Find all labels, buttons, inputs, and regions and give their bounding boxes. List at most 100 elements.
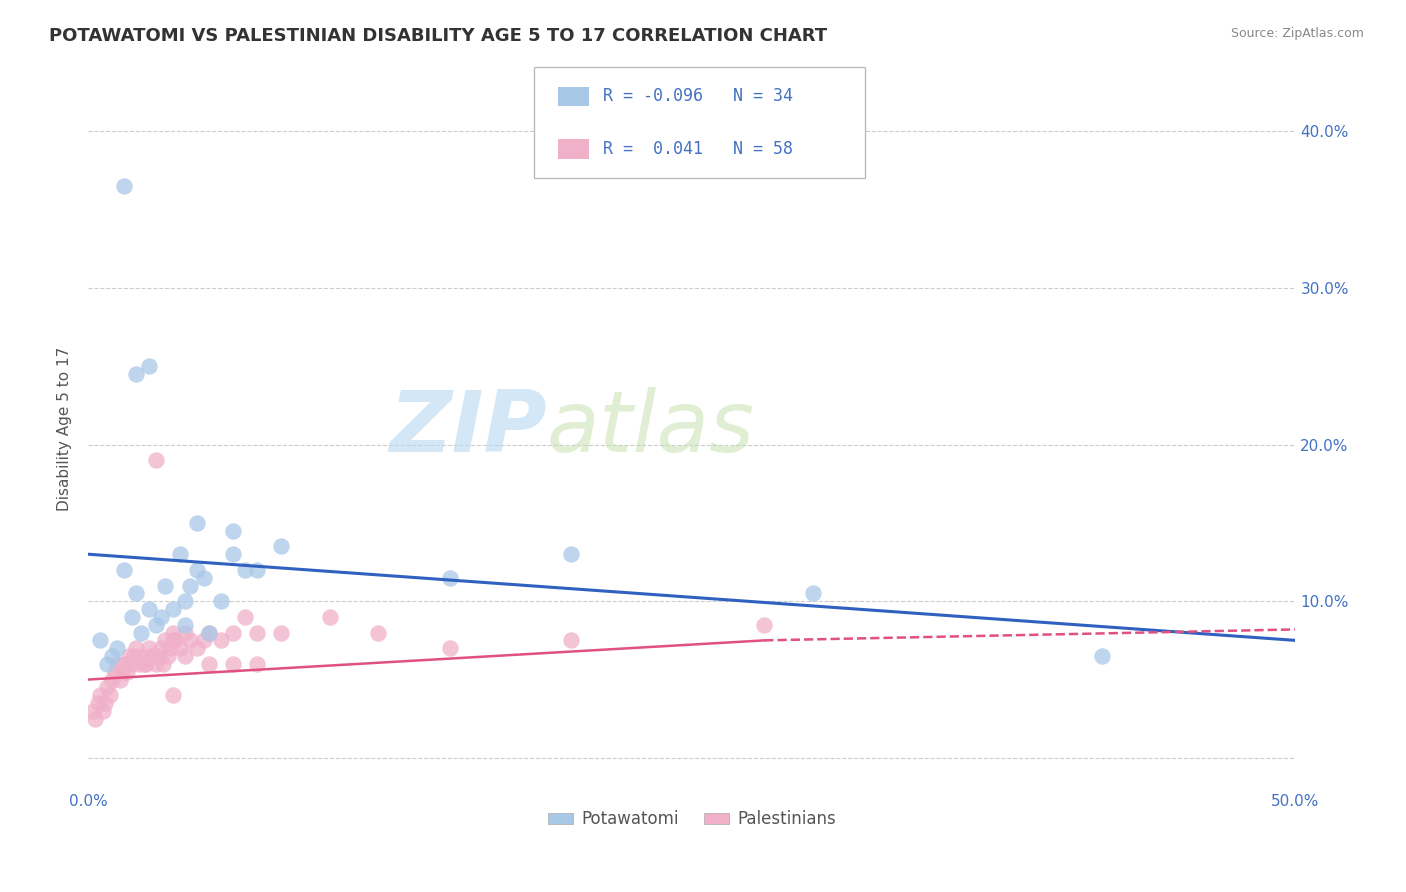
Point	[98, 688, 121, 702]
Point	[121, 610, 143, 624]
Point	[165, 633, 187, 648]
Point	[108, 673, 131, 687]
Point	[89, 688, 111, 702]
Point	[198, 657, 221, 671]
Point	[233, 610, 256, 624]
Point	[101, 673, 124, 687]
Point	[138, 602, 160, 616]
Point	[112, 563, 135, 577]
Point	[198, 625, 221, 640]
Point	[96, 681, 118, 695]
Point	[222, 657, 245, 671]
Point	[125, 641, 148, 656]
Text: Source: ZipAtlas.com: Source: ZipAtlas.com	[1230, 27, 1364, 40]
Point	[193, 571, 215, 585]
Point	[149, 641, 172, 656]
Point	[87, 696, 110, 710]
Point	[193, 633, 215, 648]
Point	[115, 665, 138, 679]
Point	[101, 648, 124, 663]
Text: ZIP: ZIP	[389, 387, 547, 470]
Point	[142, 648, 165, 663]
Point	[173, 594, 195, 608]
Point	[128, 657, 150, 671]
Point	[222, 547, 245, 561]
Point	[270, 625, 292, 640]
Point	[111, 665, 134, 679]
Point	[82, 704, 104, 718]
Point	[155, 578, 177, 592]
Point	[560, 633, 582, 648]
Point	[84, 712, 107, 726]
Point	[96, 657, 118, 671]
Point	[118, 648, 141, 663]
Point	[122, 648, 145, 663]
Point	[138, 359, 160, 374]
Point	[186, 516, 208, 530]
Point	[439, 641, 461, 656]
Point	[162, 688, 184, 702]
Point	[104, 665, 127, 679]
Point	[105, 641, 128, 656]
Y-axis label: Disability Age 5 to 17: Disability Age 5 to 17	[58, 347, 72, 511]
Point	[112, 657, 135, 671]
Point	[222, 625, 245, 640]
Point	[173, 648, 195, 663]
Point	[186, 563, 208, 577]
Point	[179, 578, 201, 592]
Point	[270, 540, 292, 554]
Point	[209, 633, 232, 648]
Text: R = -0.096   N = 34: R = -0.096 N = 34	[603, 87, 793, 105]
Point	[439, 571, 461, 585]
Point	[169, 641, 191, 656]
Point	[1091, 648, 1114, 663]
Point	[246, 563, 269, 577]
Legend: Potawatomi, Palestinians: Potawatomi, Palestinians	[541, 804, 842, 835]
Point	[94, 696, 117, 710]
Point	[149, 610, 172, 624]
Point	[156, 648, 179, 663]
Point	[152, 657, 174, 671]
Point	[162, 625, 184, 640]
Point	[148, 648, 170, 663]
Point	[179, 633, 201, 648]
Point	[233, 563, 256, 577]
Point	[125, 586, 148, 600]
Point	[246, 657, 269, 671]
Point	[186, 641, 208, 656]
Point	[145, 617, 167, 632]
Point	[121, 657, 143, 671]
Text: atlas: atlas	[547, 387, 755, 470]
Point	[198, 625, 221, 640]
Point	[173, 617, 195, 632]
Point	[145, 657, 167, 671]
Point	[173, 625, 195, 640]
Point	[246, 625, 269, 640]
Point	[560, 547, 582, 561]
Point	[132, 657, 155, 671]
Point	[367, 625, 389, 640]
Point	[209, 594, 232, 608]
Point	[112, 179, 135, 194]
Point	[801, 586, 824, 600]
Point	[129, 625, 152, 640]
Point	[91, 704, 114, 718]
Point	[159, 641, 181, 656]
Point	[105, 657, 128, 671]
Text: POTAWATOMI VS PALESTINIAN DISABILITY AGE 5 TO 17 CORRELATION CHART: POTAWATOMI VS PALESTINIAN DISABILITY AGE…	[49, 27, 827, 45]
Point	[155, 633, 177, 648]
Point	[754, 617, 776, 632]
Point	[139, 648, 162, 663]
Point	[318, 610, 340, 624]
Point	[89, 633, 111, 648]
Point	[169, 547, 191, 561]
Point	[162, 602, 184, 616]
Point	[125, 367, 148, 381]
Point	[135, 657, 157, 671]
Point	[145, 453, 167, 467]
Point	[129, 648, 152, 663]
Point	[162, 633, 184, 648]
Point	[138, 641, 160, 656]
Text: R =  0.041   N = 58: R = 0.041 N = 58	[603, 140, 793, 158]
Point	[222, 524, 245, 538]
